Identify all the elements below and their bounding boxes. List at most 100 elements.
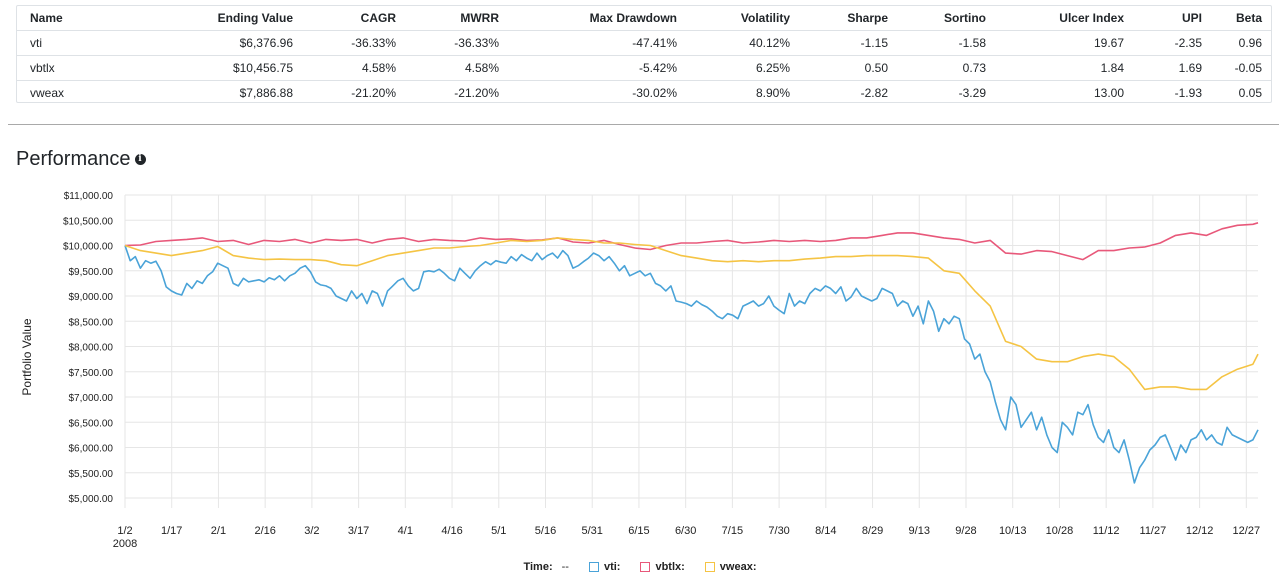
stats-table: Name Ending Value CAGR MWRR Max Drawdown… <box>17 6 1271 105</box>
x-tick-label: 7/15 <box>722 525 743 537</box>
cell-beta: 0.05 <box>1211 80 1271 105</box>
table-row: vbtlx $10,456.75 4.58% 4.58% -5.42% 6.25… <box>17 55 1271 81</box>
x-tick-label: 9/13 <box>909 525 930 537</box>
legend-item-vti[interactable]: vti: <box>588 561 621 573</box>
y-tick-label: $8,000.00 <box>69 343 114 354</box>
x-tick-label: 12/12 <box>1186 525 1214 537</box>
y-tick-label: $11,000.00 <box>64 191 114 202</box>
legend-time: Time: -- <box>523 561 568 573</box>
col-name[interactable]: Name <box>17 6 129 31</box>
cell-ending-value: $7,886.88 <box>129 80 302 105</box>
series-line-vweax[interactable] <box>124 237 1259 391</box>
y-tick-label: $9,000.00 <box>69 292 114 303</box>
col-sortino[interactable]: Sortino <box>897 6 995 31</box>
col-beta[interactable]: Beta <box>1211 6 1271 31</box>
legend-time-label: Time: <box>523 561 553 573</box>
cell-max-drawdown: -5.42% <box>508 55 686 81</box>
x-tick-label: 3/17 <box>348 525 369 537</box>
col-sharpe[interactable]: Sharpe <box>799 6 897 31</box>
cell-sortino: -1.58 <box>897 30 995 56</box>
table-row: vweax $7,886.88 -21.20% -21.20% -30.02% … <box>17 80 1271 105</box>
x-axis: 1/2 1/17 2/1 2/16 3/2 3/17 4/1 4/16 5/1 5/16 5/31 6… <box>113 525 1260 550</box>
x-tick-label: 5/1 <box>491 525 506 537</box>
performance-chart[interactable]: $5,000.00 $5,500.00 $6,000.00 $6,500.00 $7,0… <box>0 180 1280 558</box>
cell-mwrr: -21.20% <box>405 80 508 105</box>
chart-legend: Time: -- vti: vbtlx: vweax: <box>0 559 1280 575</box>
cell-upi: -1.93 <box>1133 80 1211 105</box>
page-title: Performance <box>16 148 131 170</box>
stats-header-row: Name Ending Value CAGR MWRR Max Drawdown… <box>17 6 1271 31</box>
cell-ulcer-index: 1.84 <box>995 55 1133 81</box>
y-tick-label: $6,000.00 <box>69 444 114 455</box>
x-tick-label: 12/27 <box>1233 525 1261 537</box>
info-circle-icon[interactable]: i <box>134 154 146 165</box>
cell-cagr: -21.20% <box>302 80 405 105</box>
cell-name: vti <box>17 30 129 56</box>
col-mwrr[interactable]: MWRR <box>405 6 508 31</box>
y-tick-label: $10,000.00 <box>63 242 113 253</box>
legend-item-vweax[interactable]: vweax: <box>704 561 757 573</box>
cell-name: vbtlx <box>17 55 129 81</box>
legend-label-vti: vti: <box>603 561 621 573</box>
cell-volatility: 6.25% <box>686 55 799 81</box>
x-tick-label: 4/16 <box>441 525 462 537</box>
legend-swatch-vweax <box>704 562 715 572</box>
x-tick-year-label: 2008 <box>113 538 137 550</box>
y-tick-label: $10,500.00 <box>63 216 113 227</box>
x-tick-label: 7/30 <box>768 525 789 537</box>
cell-sortino: 0.73 <box>897 55 995 81</box>
x-tick-label: 6/30 <box>675 525 696 537</box>
col-cagr[interactable]: CAGR <box>302 6 405 31</box>
table-row: vti $6,376.96 -36.33% -36.33% -47.41% 40… <box>17 30 1271 56</box>
cell-sharpe: -1.15 <box>799 30 897 56</box>
legend-label-vbtlx: vbtlx: <box>655 561 685 573</box>
legend-swatch-vbtlx <box>640 562 651 572</box>
col-ending-value[interactable]: Ending Value <box>129 6 302 31</box>
cell-cagr: -36.33% <box>302 30 405 56</box>
col-volatility[interactable]: Volatility <box>686 6 799 31</box>
legend-swatch-vti <box>588 562 599 572</box>
col-max-drawdown[interactable]: Max Drawdown <box>508 6 686 31</box>
x-tick-label: 4/1 <box>398 525 413 537</box>
section-divider <box>8 124 1279 125</box>
x-tick-label: 6/15 <box>628 525 649 537</box>
y-tick-label: $7,500.00 <box>69 368 114 379</box>
cell-mwrr: 4.58% <box>405 55 508 81</box>
stats-table-card: Name Ending Value CAGR MWRR Max Drawdown… <box>16 5 1272 105</box>
cell-sharpe: 0.50 <box>799 55 897 81</box>
x-tick-label: 1/2 <box>117 525 132 537</box>
cell-ending-value: $10,456.75 <box>129 55 302 81</box>
cell-mwrr: -36.33% <box>405 30 508 56</box>
legend-item-vbtlx[interactable]: vbtlx: <box>640 561 685 573</box>
col-upi[interactable]: UPI <box>1133 6 1211 31</box>
cell-sharpe: -2.82 <box>799 80 897 105</box>
chart-grid <box>124 194 1258 508</box>
cell-sortino: -3.29 <box>897 80 995 105</box>
y-tick-label: $6,500.00 <box>69 418 114 429</box>
cell-ulcer-index: 13.00 <box>995 80 1133 105</box>
legend-time-value: -- <box>561 561 569 573</box>
y-tick-label: $7,000.00 <box>69 393 114 404</box>
chart-series <box>124 222 1259 484</box>
cell-beta: -0.05 <box>1211 55 1271 81</box>
x-tick-label: 10/13 <box>999 525 1027 537</box>
cell-ulcer-index: 19.67 <box>995 30 1133 56</box>
cell-upi: 1.69 <box>1133 55 1211 81</box>
x-tick-label: 8/14 <box>815 525 836 537</box>
x-tick-label: 9/28 <box>955 525 976 537</box>
series-line-vbtlx[interactable] <box>124 222 1259 261</box>
cell-volatility: 8.90% <box>686 80 799 105</box>
cell-ending-value: $6,376.96 <box>129 30 302 56</box>
cell-upi: -2.35 <box>1133 30 1211 56</box>
series-line-vti[interactable] <box>124 245 1259 484</box>
y-tick-label: $5,500.00 <box>69 469 114 480</box>
x-tick-label: 10/28 <box>1046 525 1074 537</box>
performance-heading: Performance i <box>16 148 146 171</box>
y-axis-label: Portfolio Value <box>20 318 34 395</box>
col-ulcer-index[interactable]: Ulcer Index <box>995 6 1133 31</box>
x-tick-label: 3/2 <box>304 525 319 537</box>
x-tick-label: 2/16 <box>254 525 275 537</box>
x-tick-label: 11/12 <box>1093 525 1120 537</box>
cell-name: vweax <box>17 80 129 105</box>
y-tick-label: $5,000.00 <box>69 494 114 505</box>
